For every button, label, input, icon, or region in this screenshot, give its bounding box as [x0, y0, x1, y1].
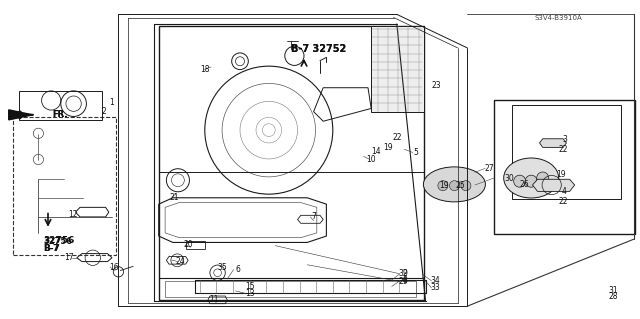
- Text: S3V4-B3910A: S3V4-B3910A: [534, 15, 582, 20]
- Text: 28: 28: [609, 292, 618, 301]
- Text: 9: 9: [402, 269, 407, 278]
- Text: 22: 22: [559, 145, 568, 154]
- Text: 31: 31: [608, 286, 618, 295]
- Bar: [512, 105, 621, 199]
- Bar: [19, 91, 102, 120]
- Text: 15: 15: [244, 282, 255, 291]
- Circle shape: [461, 181, 471, 191]
- Polygon shape: [9, 110, 33, 120]
- Text: FR.: FR.: [52, 110, 68, 119]
- Text: 24: 24: [175, 257, 186, 266]
- Text: 32756: 32756: [44, 237, 73, 246]
- Ellipse shape: [504, 158, 559, 198]
- Text: 32: 32: [398, 269, 408, 278]
- Text: 33: 33: [430, 283, 440, 292]
- Text: 26: 26: [520, 180, 530, 189]
- Text: 22: 22: [559, 197, 568, 206]
- Ellipse shape: [424, 167, 485, 202]
- Circle shape: [537, 172, 548, 184]
- Text: 17: 17: [64, 253, 74, 262]
- Text: B-7: B-7: [44, 244, 61, 253]
- Text: 16: 16: [109, 263, 119, 272]
- Text: 12: 12: [68, 210, 77, 219]
- Text: 3: 3: [562, 135, 567, 144]
- Text: 25: 25: [456, 181, 466, 190]
- Text: 27: 27: [484, 164, 494, 173]
- Bar: [494, 100, 635, 234]
- Text: 35: 35: [218, 263, 228, 272]
- Text: 6: 6: [236, 265, 241, 274]
- Polygon shape: [371, 26, 424, 112]
- Text: 19: 19: [383, 143, 394, 152]
- Text: B-7 32752: B-7 32752: [291, 44, 346, 55]
- Bar: [13, 117, 116, 255]
- Text: 20: 20: [184, 241, 194, 249]
- Text: FR.: FR.: [52, 110, 68, 119]
- Text: 30: 30: [504, 174, 515, 183]
- Text: 14: 14: [371, 147, 381, 156]
- Circle shape: [449, 181, 460, 191]
- Text: 23: 23: [431, 81, 442, 90]
- Polygon shape: [532, 179, 575, 191]
- Text: 21: 21: [170, 193, 179, 202]
- Text: 7: 7: [311, 212, 316, 221]
- Polygon shape: [540, 139, 566, 147]
- Circle shape: [514, 175, 525, 187]
- Text: 2: 2: [101, 107, 106, 115]
- Text: 34: 34: [430, 276, 440, 285]
- Text: 18: 18: [200, 65, 209, 74]
- Text: 19: 19: [439, 181, 449, 189]
- Text: 1: 1: [109, 98, 115, 107]
- Circle shape: [438, 181, 448, 191]
- Text: 11: 11: [209, 295, 218, 304]
- Text: 22: 22: [392, 133, 401, 142]
- Text: 32756: 32756: [44, 236, 75, 245]
- Text: 29: 29: [398, 277, 408, 286]
- Text: 8: 8: [402, 276, 407, 285]
- Text: 4: 4: [562, 187, 567, 196]
- Text: B-7 32752: B-7 32752: [291, 44, 346, 55]
- Text: 10: 10: [366, 155, 376, 164]
- Circle shape: [525, 175, 537, 187]
- Text: 13: 13: [244, 289, 255, 298]
- Text: 5: 5: [413, 148, 419, 157]
- Text: 19: 19: [556, 170, 566, 179]
- Text: B-7: B-7: [44, 244, 60, 253]
